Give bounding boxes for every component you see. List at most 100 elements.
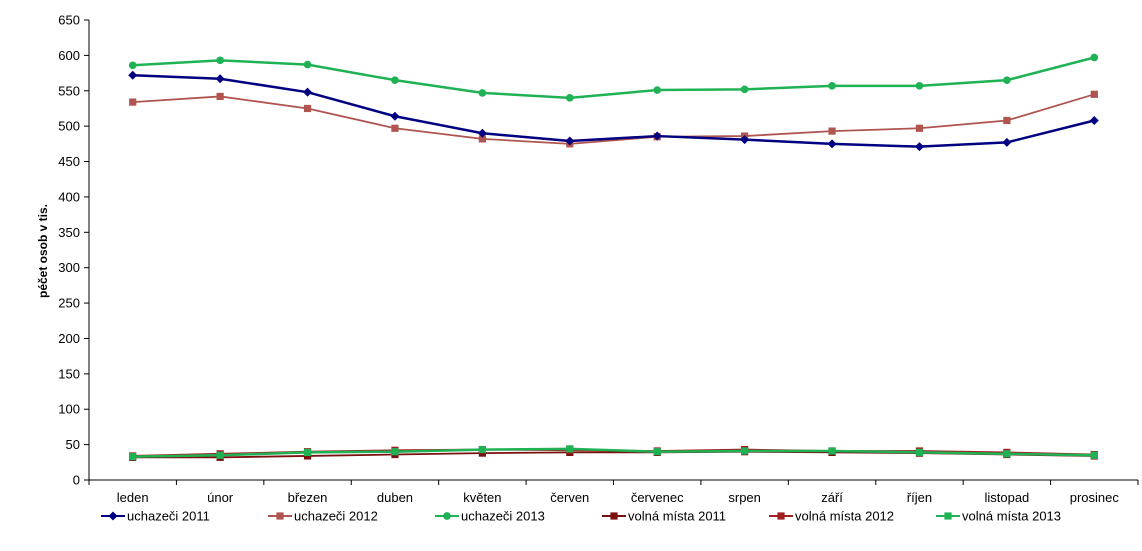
legend-marker (777, 512, 785, 520)
y-tick-label: 300 (58, 260, 80, 275)
data-point (216, 56, 224, 65)
legend-label: uchazeči 2012 (294, 509, 378, 524)
y-tick-label: 200 (58, 331, 80, 346)
x-tick-label: červenec (631, 490, 684, 505)
data-point (216, 92, 224, 101)
x-tick-label: březen (288, 490, 328, 505)
data-point (653, 448, 661, 456)
y-tick-label: 600 (58, 48, 80, 63)
y-tick-label: 500 (58, 119, 80, 134)
data-point (478, 445, 486, 454)
legend-marker (443, 512, 451, 520)
series-volná-místa-2013 (129, 445, 1098, 461)
data-point (303, 60, 312, 69)
data-point (303, 104, 312, 113)
x-tick-label: červen (550, 490, 589, 505)
data-point (565, 94, 574, 102)
x-tick-label: září (821, 490, 843, 505)
data-point (1003, 450, 1011, 458)
data-point (303, 87, 313, 97)
data-point (129, 98, 137, 106)
y-axis-title: péčet osob v tis. (36, 204, 50, 298)
legend-marker (276, 512, 284, 520)
data-point (303, 448, 312, 456)
legend-item: volná místa 2012 (769, 509, 894, 524)
legend-label: volná místa 2013 (962, 509, 1061, 524)
chart-legend: uchazeči 2011 uchazeči 2012 uchazeči 2013 v… (101, 509, 1061, 524)
legend-item: uchazeči 2011 (101, 509, 210, 524)
data-point (828, 81, 836, 90)
data-point (129, 453, 137, 461)
series-line (132, 93, 1095, 145)
data-point (1090, 90, 1098, 98)
legend-label: uchazeči 2011 (127, 509, 210, 524)
legend-marker (944, 512, 952, 520)
y-tick-label: 0 (73, 473, 80, 488)
x-tick-label: listopad (984, 490, 1029, 505)
x-tick-label: leden (117, 490, 149, 505)
data-point (740, 85, 749, 94)
y-tick-label: 250 (58, 296, 80, 311)
data-point (1090, 451, 1098, 459)
legend-item: volná místa 2013 (936, 509, 1061, 524)
x-tick-label: říjen (907, 490, 932, 505)
x-tick-label: květen (463, 490, 501, 505)
series-uchazeči-2013 (128, 53, 1099, 102)
data-point (566, 445, 574, 453)
legend-marker (610, 512, 618, 520)
data-point (216, 451, 224, 459)
data-point (128, 61, 137, 70)
data-point (391, 76, 399, 84)
series-line (132, 56, 1095, 100)
y-tick-label: 400 (58, 189, 80, 204)
data-point (565, 136, 575, 146)
x-tick-label: srpen (728, 490, 761, 505)
data-point (914, 142, 924, 152)
x-tick-label: duben (377, 490, 413, 505)
data-point (1003, 116, 1011, 125)
legend-label: volná místa 2012 (795, 509, 894, 524)
legend-item: uchazeči 2013 (435, 509, 545, 524)
legend-label: volná místa 2011 (628, 509, 726, 524)
y-tick-label: 650 (58, 13, 80, 28)
data-point (1089, 115, 1099, 125)
legend-item: volná místa 2011 (602, 509, 726, 524)
chart-series (128, 53, 1099, 461)
y-tick-label: 450 (58, 154, 80, 169)
data-point (1090, 53, 1099, 62)
y-tick-label: 550 (58, 83, 80, 98)
data-point (1003, 76, 1011, 84)
data-point (740, 135, 750, 145)
y-tick-label: 50 (66, 437, 80, 452)
data-point (128, 70, 138, 80)
data-point (215, 74, 225, 84)
y-tick-label: 150 (58, 366, 80, 381)
series-line (132, 447, 1095, 458)
legend-marker (108, 511, 118, 521)
x-tick-label: prosinec (1070, 490, 1120, 505)
data-point (741, 447, 749, 455)
x-tick-label: únor (207, 490, 234, 505)
y-tick-label: 100 (58, 402, 80, 417)
series-uchazeči-2011 (128, 70, 1099, 152)
chart-axes: 0 50 100 150 200 250 300 350 400 450 500 550 600 650 l… (58, 13, 1139, 505)
y-tick-label: 350 (58, 225, 80, 240)
data-point (828, 127, 836, 135)
data-point (478, 89, 487, 97)
data-point (477, 128, 487, 138)
data-point (915, 124, 924, 132)
legend-label: uchazeči 2013 (461, 509, 545, 524)
data-point (391, 124, 399, 132)
data-point (1002, 137, 1012, 147)
data-point (828, 447, 836, 455)
data-point (915, 448, 924, 456)
series-line (132, 73, 1095, 148)
data-point (391, 448, 399, 456)
data-point (915, 81, 924, 90)
data-point (652, 131, 662, 141)
data-point (827, 139, 837, 149)
data-point (390, 111, 400, 121)
legend-item: uchazeči 2012 (268, 509, 378, 524)
data-point (478, 135, 486, 143)
